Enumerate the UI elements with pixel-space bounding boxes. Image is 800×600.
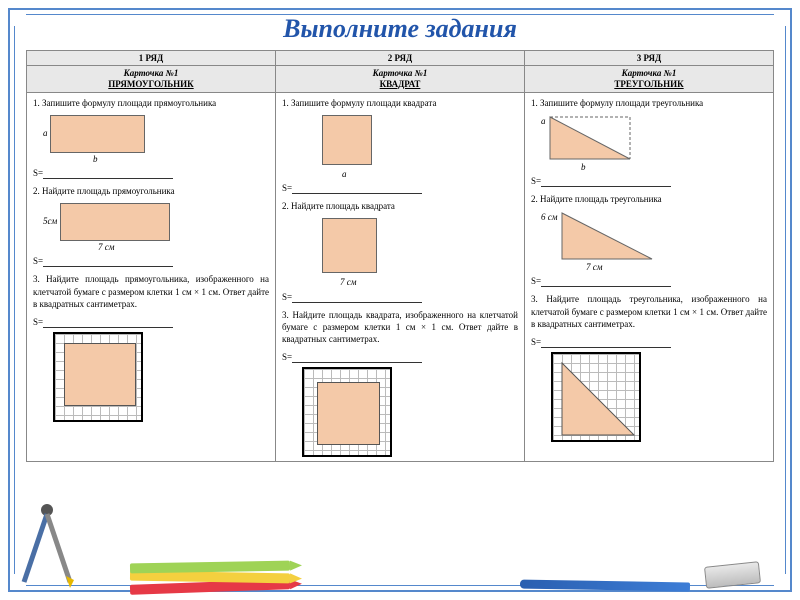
shape-diagram: 6 см 7 см [541, 211, 767, 273]
frame-corner [8, 8, 26, 26]
rectangle-shape [60, 203, 170, 241]
grid-diagram [551, 352, 641, 442]
rectangle-shape [50, 115, 145, 153]
dim-label: a [342, 168, 518, 180]
shape-diagram: 7 см [322, 218, 518, 288]
grid-diagram [53, 332, 143, 422]
grid-triangle [553, 354, 643, 444]
frame-corner [774, 8, 792, 26]
square-shape [322, 218, 377, 273]
dim-label: b [581, 161, 767, 173]
dim-label: a [541, 116, 546, 126]
dim-label: 7 см [98, 241, 269, 253]
shape-diagram: 5см 7 см [43, 203, 269, 253]
dim-label: b [93, 153, 269, 165]
shape-diagram: a [322, 115, 518, 180]
triangle-shape [548, 115, 633, 161]
frame-corner [774, 574, 792, 592]
dim-label: 5см [43, 216, 57, 226]
square-shape [322, 115, 372, 165]
grid-rectangle [64, 343, 136, 406]
triangle-shape [560, 211, 655, 261]
dim-label: 7 см [340, 276, 518, 288]
dim-label: 6 см [541, 212, 558, 222]
grid-square [317, 382, 380, 445]
shape-diagram: a b [43, 115, 269, 165]
decorative-frame [8, 8, 792, 592]
dim-label: a [43, 128, 48, 138]
shape-diagram: a b [541, 115, 767, 173]
compass-icon [12, 500, 82, 590]
dim-label: 7 см [586, 261, 767, 273]
grid-diagram [302, 367, 392, 457]
